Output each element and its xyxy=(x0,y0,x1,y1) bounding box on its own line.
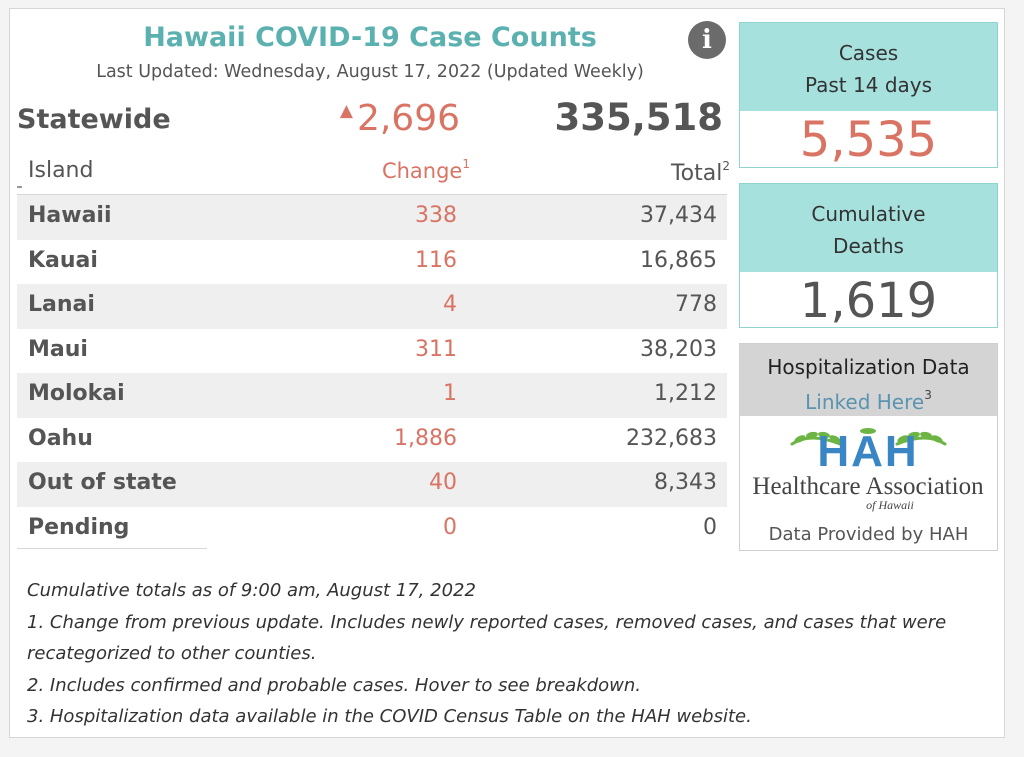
header-divider xyxy=(17,194,727,195)
island-change: 1 xyxy=(443,381,457,406)
island-name: Oahu xyxy=(28,425,93,451)
deaths-card-line1: Cumulative xyxy=(811,202,926,226)
cases-14-days-value: 5,535 xyxy=(799,112,938,168)
island-total: 0 xyxy=(703,514,717,540)
island-change: 338 xyxy=(415,203,457,228)
hah-logo-acronym: HAH xyxy=(817,427,918,476)
table-row[interactable]: Hawaii 338 37,434 xyxy=(17,195,727,240)
island-total: 1,212 xyxy=(654,381,717,406)
footnotes: Cumulative totals as of 9:00 am, August … xyxy=(27,575,987,733)
island-name: Lanai xyxy=(28,292,95,317)
hospitalization-link[interactable]: Linked Here3 xyxy=(740,381,997,416)
up-triangle-icon: ▲ xyxy=(339,101,353,121)
island-name: Hawaii xyxy=(28,203,112,228)
island-change: 311 xyxy=(415,336,457,362)
info-icon[interactable]: i xyxy=(688,21,726,59)
last-updated: Last Updated: Wednesday, August 17, 2022… xyxy=(96,62,644,82)
column-header-total[interactable]: Total2 xyxy=(600,159,730,186)
island-change: 116 xyxy=(415,247,457,273)
hah-logo-sub: of Hawaii xyxy=(866,498,914,512)
island-name: Maui xyxy=(28,336,88,362)
hospitalization-header: Hospitalization Data Linked Here3 xyxy=(740,344,997,416)
island-change: 1,886 xyxy=(394,425,457,451)
column-header-total-label: Total xyxy=(670,161,723,186)
footnote-line: 1. Change from previous update. Includes… xyxy=(27,611,947,633)
deaths-card-line2: Deaths xyxy=(833,234,904,258)
hah-logo[interactable]: HAH Healthcare Association of Hawaii xyxy=(740,422,997,522)
column-header-change-label: Change xyxy=(381,159,463,183)
cases-card-line2: Past 14 days xyxy=(804,73,933,97)
footnote-line: recategorized to other counties. xyxy=(27,643,317,664)
island-total: 38,203 xyxy=(640,336,717,362)
island-name: Pending xyxy=(28,514,130,540)
island-total: 8,343 xyxy=(654,470,717,495)
footnote-line: Cumulative totals as of 9:00 am, August … xyxy=(27,580,476,601)
statewide-label: Statewide xyxy=(17,104,171,135)
hospitalization-link-label: Linked Here xyxy=(805,390,925,414)
table-bottom-divider xyxy=(17,548,207,549)
footnote-line: 3. Hospitalization data available in the… xyxy=(27,706,752,727)
cases-card-header: Cases Past 14 days xyxy=(740,23,997,111)
statewide-change: ▲ 2,696 xyxy=(335,98,460,139)
statewide-change-value: 2,696 xyxy=(356,98,460,139)
footnote-marker: 1 xyxy=(462,157,470,171)
column-header-island[interactable]: Island xyxy=(28,158,94,183)
page-title: Hawaii COVID-19 Case Counts xyxy=(143,22,597,53)
statewide-total: 335,518 xyxy=(554,96,723,139)
sort-handle[interactable] xyxy=(17,186,22,188)
cumulative-deaths-card[interactable]: Cumulative Deaths 1,619 xyxy=(739,183,998,329)
table-row[interactable]: Maui 311 38,203 xyxy=(17,329,727,374)
table-row[interactable]: Out of state 40 8,343 xyxy=(17,462,727,507)
island-total: 16,865 xyxy=(640,247,717,273)
island-change: 0 xyxy=(443,514,457,540)
cases-14-days-card[interactable]: Cases Past 14 days 5,535 xyxy=(739,22,998,168)
deaths-card-header: Cumulative Deaths xyxy=(740,184,997,272)
island-total: 232,683 xyxy=(626,425,717,451)
cumulative-deaths-value: 1,619 xyxy=(799,273,938,329)
table-row[interactable]: Kauai 116 16,865 xyxy=(17,240,727,285)
footnote-marker: 3 xyxy=(924,388,932,402)
footnote-marker: 2 xyxy=(722,159,730,173)
hospitalization-panel: Hospitalization Data Linked Here3 HAH He… xyxy=(739,343,998,551)
hah-logo-name: Healthcare Association xyxy=(752,473,984,500)
island-name: Kauai xyxy=(28,247,98,273)
hospitalization-title: Hospitalization Data xyxy=(767,355,970,379)
island-total: 778 xyxy=(675,292,717,317)
cases-card-line1: Cases xyxy=(838,41,899,65)
data-provided-by: Data Provided by HAH xyxy=(768,524,969,545)
table-row[interactable]: Pending 0 0 xyxy=(17,507,727,552)
island-name: Out of state xyxy=(28,470,177,495)
footnote-line: 2. Includes confirmed and probable cases… xyxy=(27,674,642,696)
island-name: Molokai xyxy=(28,381,125,406)
column-header-change[interactable]: Change1 xyxy=(360,157,470,183)
table-row[interactable]: Molokai 1 1,212 xyxy=(17,373,727,418)
table-row[interactable]: Oahu 1,886 232,683 xyxy=(17,418,727,463)
island-total: 37,434 xyxy=(640,203,717,228)
table-row[interactable]: Lanai 4 778 xyxy=(17,284,727,329)
island-change: 40 xyxy=(429,470,457,495)
island-change: 4 xyxy=(443,292,457,317)
